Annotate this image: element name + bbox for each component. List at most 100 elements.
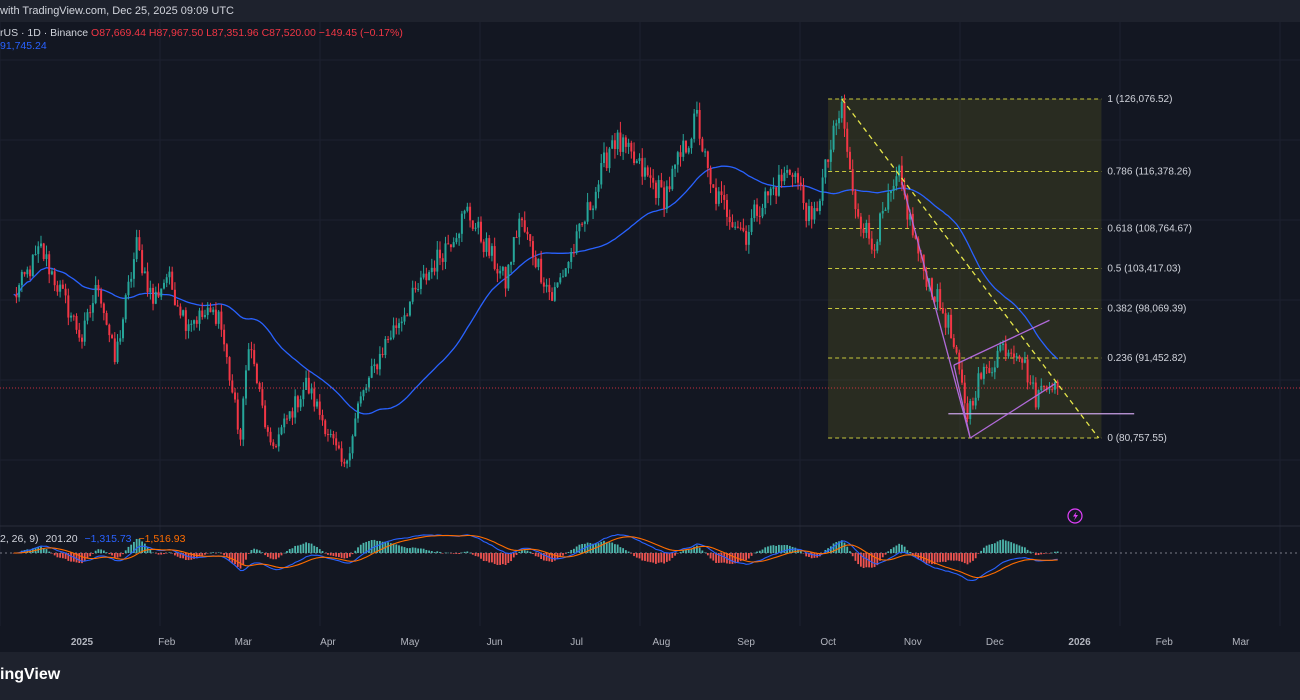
macd-legend[interactable]: 2, 26, 9) 201.20 −1,315.73 −1,516.93 [0, 533, 185, 545]
macd-histogram-bar [786, 545, 789, 553]
macd-histogram-bar [739, 553, 742, 562]
candle [638, 153, 641, 165]
candle [50, 268, 53, 276]
symbol-label[interactable]: rUS · 1D · Binance [0, 27, 89, 39]
candle [570, 247, 573, 269]
macd-histogram-bar [622, 548, 625, 553]
macd-histogram-bar [1045, 553, 1048, 554]
macd-histogram-bar [944, 553, 947, 562]
candle [255, 362, 258, 385]
macd-histogram-bar [466, 551, 469, 553]
macd-histogram-bar [97, 549, 100, 553]
macd-histogram-bar [955, 553, 958, 561]
candle [206, 302, 209, 320]
macd-histogram-bar [772, 545, 775, 553]
macd-histogram-bar [381, 541, 384, 553]
pattern-drop-line [901, 181, 971, 439]
macd-histogram-bar [706, 553, 709, 556]
candle [247, 343, 250, 371]
candle [400, 316, 403, 332]
macd-histogram-bar [294, 545, 297, 553]
candle [275, 444, 278, 449]
macd-histogram-bar [201, 553, 204, 556]
macd-histogram-bar [685, 549, 687, 553]
lightning-icon[interactable] [1067, 508, 1083, 524]
candle [780, 169, 783, 188]
candle [556, 282, 559, 289]
macd-histogram-bar [747, 553, 750, 559]
macd-histogram-bar [783, 544, 786, 553]
candle [559, 273, 562, 285]
candle [654, 180, 657, 205]
macd-histogram-bar [570, 549, 573, 553]
fib-retracement[interactable]: 1 (126,076.52) 0.786 (116,378.26) 0.618 (1… [828, 94, 1192, 444]
macd-histogram-bar [477, 553, 480, 557]
macd-histogram-bar [154, 553, 157, 554]
candle [728, 209, 731, 230]
macd-histogram-bar [701, 550, 704, 553]
macd-histogram-bar [545, 553, 548, 561]
macd-histogram-bar [769, 545, 772, 553]
candle [608, 147, 611, 173]
candle [367, 376, 370, 392]
macd-histogram-bar [991, 543, 993, 553]
macd-histogram-bar [862, 553, 865, 569]
candle [324, 418, 327, 437]
macd-histogram-bar [411, 547, 414, 553]
macd-histogram-bar [141, 541, 144, 553]
candle [715, 178, 718, 211]
time-axis-tick: 2025 [71, 637, 94, 648]
macd-histogram-bar [277, 553, 280, 558]
macd-histogram-bar [963, 553, 966, 564]
macd-histogram-bar [698, 547, 701, 553]
macd-histogram-bar [469, 552, 471, 554]
macd-histogram-bar [488, 553, 491, 563]
macd-histogram-bar [515, 553, 518, 555]
candle [561, 269, 564, 278]
channel-lower-line [969, 383, 1056, 439]
symbol-legend[interactable]: rUS · 1D · Binance O87,669.44 H87,967.50… [0, 27, 403, 39]
macd-histogram-bar [417, 548, 420, 553]
candle [504, 266, 507, 297]
candle [529, 233, 532, 247]
candle [18, 283, 21, 302]
candle [553, 282, 556, 302]
macd-histogram-bar [433, 552, 436, 553]
candle [381, 347, 384, 358]
macd-histogram-bar [974, 553, 977, 559]
macd-histogram-bar [542, 553, 545, 561]
candle [83, 312, 86, 346]
candle [764, 187, 767, 215]
candle [335, 431, 338, 451]
candle [439, 241, 442, 266]
macd-histogram-bar [318, 549, 321, 553]
macd-histogram-bar [663, 553, 666, 564]
candle [510, 261, 513, 273]
candle [474, 222, 477, 232]
candle [119, 330, 122, 345]
macd-histogram-bar [562, 553, 564, 556]
macd-histogram-bar [436, 551, 439, 553]
candle [542, 277, 545, 294]
macd-histogram-bar [174, 553, 176, 556]
candle [307, 370, 310, 395]
macd-histogram-bar [712, 553, 715, 561]
macd-histogram-bar [439, 551, 441, 553]
macd-histogram-bar [474, 553, 477, 557]
macd-histogram-bar [810, 553, 813, 559]
macd-histogram-bar [1034, 553, 1037, 556]
candle [805, 202, 808, 228]
macd-histogram-bar [510, 553, 512, 562]
macd-histogram-bar [1040, 553, 1043, 555]
candle [428, 270, 431, 281]
macd-histogram-bar [996, 541, 999, 553]
candle [665, 180, 668, 214]
ma-legend[interactable]: 91,745.24 [0, 40, 47, 52]
macd-histogram-bar [67, 553, 70, 561]
time-axis[interactable]: 2025 Feb Mar Apr May Jun Jul Aug Sep Oct Nov Dec 202… [71, 637, 1250, 648]
trend-drawings[interactable] [841, 98, 1135, 439]
macd-histogram-bar [521, 550, 523, 553]
candle [725, 193, 728, 226]
candle [840, 95, 843, 123]
